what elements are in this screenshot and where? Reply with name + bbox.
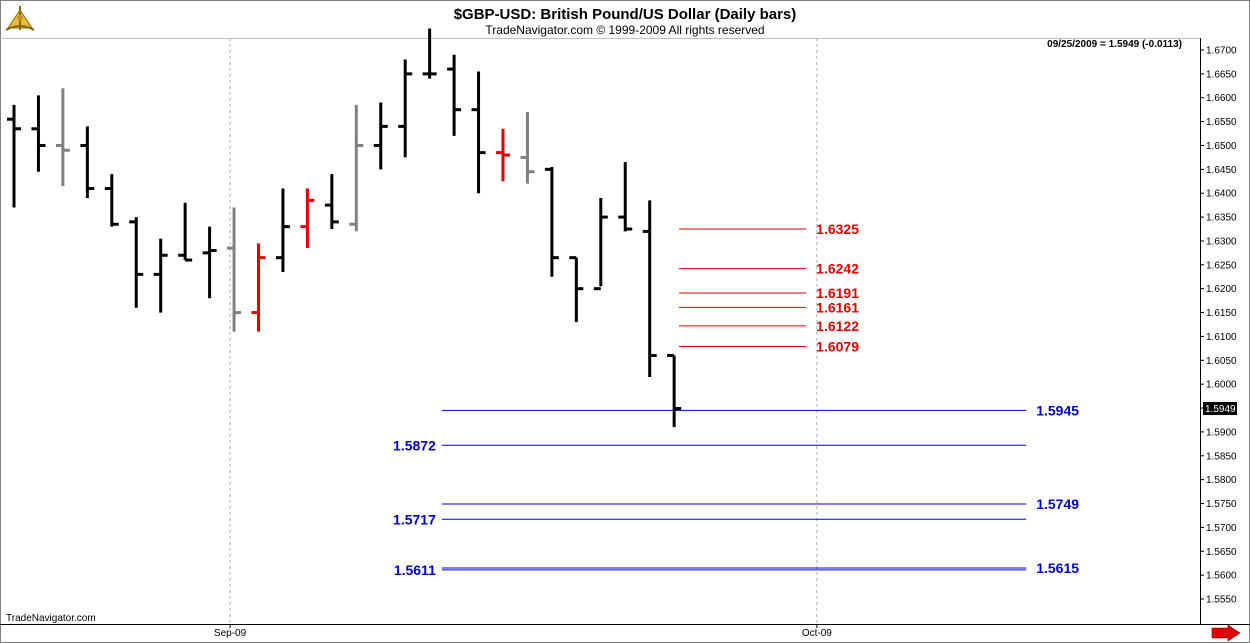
- last-price-marker: [1203, 402, 1237, 416]
- x-tick-label: Sep-09: [214, 628, 247, 639]
- ohlc-bar: [300, 188, 315, 249]
- last-price-label: 1.5949: [1205, 404, 1236, 415]
- level-label: 1.5615: [1036, 560, 1079, 576]
- ohlc-bar: [55, 88, 70, 187]
- arrow-right-icon[interactable]: [1211, 624, 1241, 642]
- y-tick-label: 1.6500: [1206, 141, 1237, 152]
- ohlc-bar: [202, 226, 217, 299]
- y-tick-label: 1.6300: [1206, 236, 1237, 247]
- ohlc-bar: [324, 174, 339, 230]
- level-label: 1.6079: [816, 338, 859, 354]
- y-tick-label: 1.5700: [1206, 523, 1237, 534]
- y-tick-label: 1.5650: [1206, 547, 1237, 558]
- ohlc-bar: [618, 162, 633, 232]
- level-label: 1.5872: [393, 437, 436, 453]
- y-tick-label: 1.6000: [1206, 380, 1237, 391]
- y-tick-label: 1.6400: [1206, 189, 1237, 200]
- ohlc-bar: [593, 197, 608, 291]
- ohlc-bar: [31, 95, 46, 172]
- y-tick-label: 1.6350: [1206, 213, 1237, 224]
- y-tick-label: 1.6650: [1206, 69, 1237, 80]
- y-tick-label: 1.6100: [1206, 332, 1237, 343]
- y-tick-label: 1.6450: [1206, 165, 1237, 176]
- y-tick-label: 1.6200: [1206, 284, 1237, 295]
- y-tick-label: 1.5900: [1206, 427, 1237, 438]
- level-label: 1.6242: [816, 261, 859, 277]
- ohlc-bar: [422, 28, 437, 79]
- price-readout: 09/25/2009 = 1.5949 (-0.0113): [1047, 39, 1182, 50]
- y-tick-label: 1.5850: [1206, 451, 1237, 462]
- y-tick-label: 1.6700: [1206, 46, 1237, 57]
- chart-title: $GBP-USD: British Pound/US Dollar (Daily…: [454, 6, 797, 23]
- y-tick-label: 1.6250: [1206, 260, 1237, 271]
- copyright-subtitle: TradeNavigator.com © 1999-2009 All right…: [485, 23, 764, 37]
- x-tick-label: Oct-09: [802, 628, 832, 639]
- ohlc-bar: [178, 202, 193, 262]
- ohlc-bar: [471, 71, 486, 194]
- watermark: TradeNavigator.com: [6, 613, 96, 624]
- ohlc-bar: [349, 104, 364, 232]
- ohlc-bar: [544, 166, 559, 277]
- y-tick-label: 1.5550: [1206, 595, 1237, 606]
- ohlc-bar: [569, 256, 584, 323]
- ohlc-bar: [642, 200, 657, 378]
- ohlc-bar: [520, 112, 535, 184]
- level-label: 1.6325: [816, 221, 859, 237]
- level-label: 1.6122: [816, 318, 859, 334]
- ohlc-bar: [398, 59, 413, 158]
- ohlc-bar: [104, 174, 119, 227]
- sextant-logo-icon: [4, 4, 36, 34]
- ohlc-bar: [667, 354, 682, 428]
- y-tick-label: 1.5600: [1206, 571, 1237, 582]
- ohlc-bar: [251, 243, 266, 332]
- y-tick-label: 1.6150: [1206, 308, 1237, 319]
- ohlc-bar: [227, 207, 242, 332]
- level-label: 1.5749: [1036, 496, 1079, 512]
- y-tick-label: 1.5800: [1206, 475, 1237, 486]
- grid-lines: [229, 38, 818, 624]
- y-tick-label: 1.6550: [1206, 117, 1237, 128]
- ohlc-bar: [153, 238, 168, 313]
- ohlc-bar: [129, 217, 144, 308]
- level-label: 1.5717: [393, 511, 436, 527]
- time-axis: Sep-09 Oct-09: [214, 624, 832, 639]
- level-label: 1.5611: [394, 562, 436, 578]
- level-label: 1.5945: [1036, 402, 1079, 418]
- ohlc-bar: [496, 128, 510, 182]
- ohlc-bars: [7, 28, 682, 428]
- y-tick-label: 1.6600: [1206, 93, 1237, 104]
- ohlc-bar: [373, 102, 388, 170]
- y-tick-label: 1.6050: [1206, 356, 1237, 367]
- ohlc-bar: [275, 188, 290, 272]
- ohlc-bar: [7, 104, 21, 208]
- y-tick-label: 1.5750: [1206, 499, 1237, 510]
- ohlc-bar: [447, 54, 462, 136]
- ohlc-bar: [80, 126, 95, 198]
- level-label: 1.6191: [816, 285, 859, 301]
- level-label: 1.6161: [816, 299, 859, 315]
